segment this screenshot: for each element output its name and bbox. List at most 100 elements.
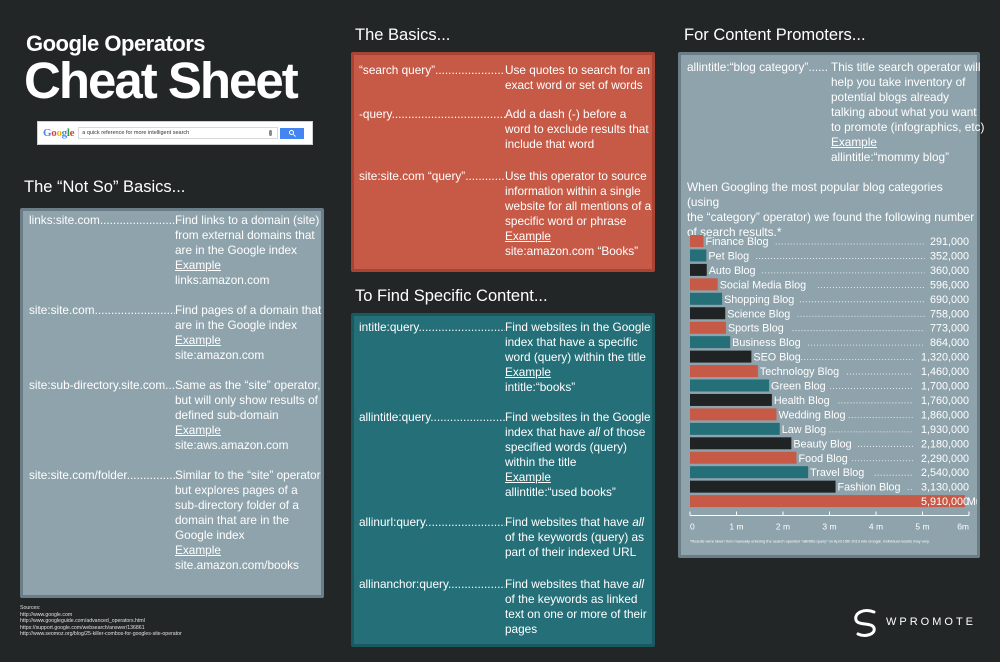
- value-label: 864,000: [930, 337, 969, 349]
- value-label: 2,180,000: [921, 438, 969, 450]
- source-link[interactable]: http://www.googleguide.com/advanced_oper…: [20, 618, 145, 624]
- category-label: Social Media Blog: [720, 279, 806, 291]
- value-label: 1,700,000: [921, 381, 969, 393]
- description-line: of the keywords as linked: [505, 592, 638, 606]
- description-line: within the title: [505, 455, 577, 469]
- description-line: index that have all of those: [505, 425, 646, 439]
- bar-travel-blog: [690, 466, 809, 479]
- promoters-box: allintitle:“blog category”..............…: [678, 52, 984, 558]
- x-tick-label: 2 m: [776, 522, 790, 532]
- description-line: defined sub-domain: [175, 408, 279, 422]
- google-logo: Google: [43, 127, 75, 139]
- description-line: help you take inventory of: [831, 75, 966, 89]
- source-link[interactable]: http://www.google.com: [20, 611, 73, 618]
- description-line: domain that are in the: [175, 513, 290, 527]
- specific-content-box: intitle:query...........................…: [351, 313, 655, 647]
- chart-intro: When Googling the most popular blog cate…: [687, 180, 977, 240]
- description-line: Use this operator to source: [505, 169, 647, 183]
- source-link[interactable]: http://www.seomoz.org/blog/25-killer-com…: [20, 631, 182, 637]
- category-label: Beauty Blog: [793, 438, 851, 450]
- description-line: Find websites that have all: [505, 515, 645, 529]
- category-label: Law Blog: [782, 424, 826, 436]
- operator-description: Similar to the “site” operator but explor…: [175, 468, 321, 573]
- search-button[interactable]: [280, 127, 304, 139]
- page-title: Cheat Sheet: [24, 52, 299, 109]
- wpromote-swirl-icon: [854, 609, 876, 637]
- operator-description: Use quotes to search for an exact word or…: [505, 63, 650, 93]
- example-label: Example: [175, 258, 221, 272]
- x-tick-label: 1 m: [729, 522, 743, 532]
- example-label: Example: [175, 333, 221, 347]
- category-label: Technology Blog: [760, 366, 839, 378]
- operator-name: site:site.com “query”...................…: [359, 169, 505, 183]
- operator-name: allinanchor:query.......................…: [359, 577, 505, 591]
- x-tick-label: 6m: [957, 522, 969, 532]
- example-value: site:amazon.com: [175, 348, 265, 362]
- bar-technology-blog: [690, 365, 758, 378]
- operator-description: Find websites that have all of the keywor…: [505, 515, 644, 560]
- x-tick-label: 5 m: [915, 522, 929, 532]
- description-line: talking about what you want: [831, 105, 977, 119]
- category-label: Wedding Blog: [778, 409, 845, 421]
- example-label: Example: [175, 423, 221, 437]
- bar-shopping-blog: [690, 292, 723, 305]
- operator-description: This title search operator will help you …: [831, 60, 984, 165]
- example-value: allintitle:“mommy blog”: [831, 150, 949, 164]
- bar-green-blog: [690, 379, 770, 392]
- bar-finance-blog: [690, 235, 704, 247]
- value-label: 2,540,000: [921, 467, 969, 479]
- x-tick-label: 4 m: [869, 522, 883, 532]
- example-label: Example: [505, 365, 551, 379]
- description-line: Find websites in the Google: [505, 320, 651, 334]
- promoters-title: For Content Promoters...: [684, 26, 866, 44]
- description-line: are in the Google index: [175, 243, 297, 257]
- description-line: Add a dash (-) before a: [505, 107, 627, 121]
- value-label: 5,910,000: [921, 496, 969, 508]
- description-line: Similar to the “site” operator: [175, 468, 321, 482]
- value-label: 291,000: [930, 236, 969, 248]
- title-small: Google Operators: [26, 31, 206, 56]
- value-label: 1,320,000: [921, 352, 969, 364]
- operator-description: Find websites that have all of the keywor…: [505, 577, 647, 637]
- intro-line: the “category” operator) we found the fo…: [687, 210, 975, 224]
- description-line: Find websites in the Google: [505, 410, 651, 424]
- description-line: word (query) within the title: [505, 350, 646, 364]
- chart-footnote: *Results were taken from manually enteri…: [690, 539, 930, 544]
- description-line: but will only show results of: [175, 393, 318, 407]
- intro-line: When Googling the most popular blog cate…: [687, 180, 943, 209]
- not-so-basics-title: The “Not So” Basics...: [24, 178, 186, 196]
- bar-pet-blog: [690, 249, 707, 262]
- bar-business-blog: [690, 336, 731, 349]
- operator-label: site:site.com: [29, 303, 95, 317]
- source-link[interactable]: https://support.google.com/websearch/ans…: [20, 624, 145, 631]
- description-line: pages: [505, 622, 538, 636]
- description-line: of the keywords (query) as: [505, 530, 644, 544]
- operator-description: Same as the “site” operator, but will onl…: [175, 378, 321, 453]
- value-label: 596,000: [930, 279, 969, 291]
- x-tick-label: 0: [690, 522, 695, 532]
- operator-label: site:site.com/folder: [29, 468, 127, 482]
- wpromote-logo: WPROMOTE: [848, 604, 978, 640]
- description-line: website for all mentions of a: [505, 199, 652, 213]
- intro-line: of search results.*: [687, 225, 782, 239]
- value-label: 360,000: [930, 265, 969, 277]
- bar-health-blog: [690, 393, 772, 406]
- category-label: Auto Blog: [709, 265, 756, 277]
- description-line: Google index: [175, 528, 245, 542]
- bar-science-blog: [690, 307, 726, 320]
- operator-name: links:site.com..........................…: [29, 213, 175, 227]
- category-label: Science Blog: [727, 308, 790, 320]
- value-label: 352,000: [930, 250, 969, 262]
- description-line: exact word or set of words: [505, 78, 643, 92]
- category-label: SEO Blog: [753, 352, 800, 364]
- operator-name: site:sub-directory.site.com.............…: [29, 378, 175, 392]
- microphone-icon[interactable]: [269, 130, 272, 136]
- value-label: 1,930,000: [921, 424, 969, 436]
- description-line: Find websites that have all: [505, 577, 645, 591]
- description-line: include that word: [505, 137, 595, 151]
- value-label: 2,290,000: [921, 453, 969, 465]
- operator-label: “search query”: [359, 63, 436, 77]
- description-line: text on one or more of their: [505, 607, 647, 621]
- search-input[interactable]: a quick reference for more intelligent s…: [78, 127, 278, 139]
- category-label: Business Blog: [732, 337, 800, 349]
